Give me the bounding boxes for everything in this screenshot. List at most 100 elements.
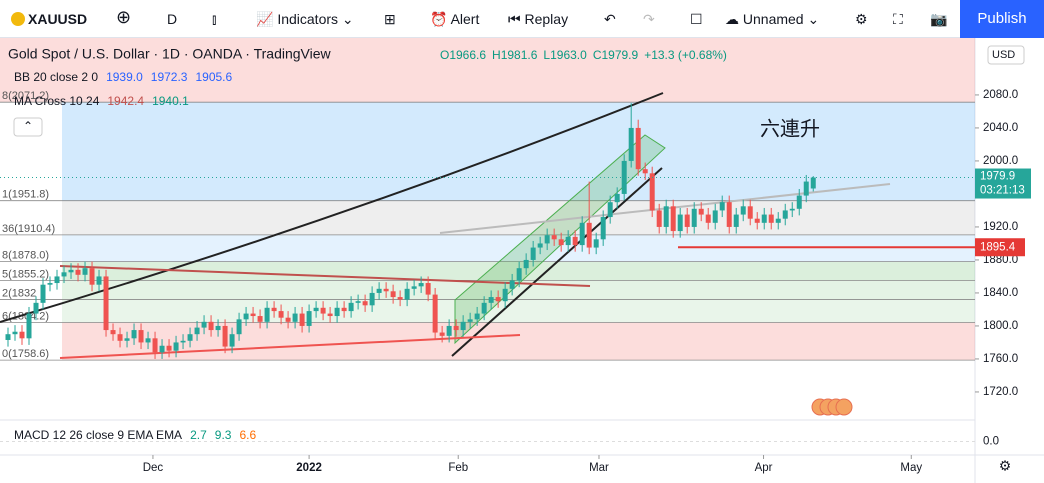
y-tick-label: 1760.0 [983, 353, 1018, 365]
candle-body [593, 239, 599, 248]
candle-body [292, 313, 298, 322]
macd-tick-label: 0.0 [983, 436, 999, 448]
alert-label: Alert [450, 11, 480, 27]
candle-body [530, 247, 536, 260]
candle-body [355, 301, 361, 303]
y-tick-label: 2080.0 [983, 89, 1018, 101]
indicators-label: Indicators [277, 11, 339, 27]
settings[interactable]: ⚙ [855, 11, 868, 27]
candle-body [677, 214, 683, 232]
trendline-red [59, 334, 521, 359]
candle-body [628, 127, 634, 161]
ohlc-value: O1966.6 [440, 48, 486, 62]
candle-body [285, 317, 291, 322]
candle-body [579, 222, 585, 246]
candle-body [411, 286, 417, 289]
candle-body [278, 311, 284, 318]
candle-body [19, 331, 25, 339]
candle-body [775, 218, 781, 223]
candle-body [488, 297, 494, 303]
currency-button[interactable] [987, 45, 1025, 65]
candle-body [691, 208, 697, 227]
alert-button[interactable]: ⏰ Alert [430, 11, 480, 27]
collapse-button[interactable] [13, 117, 43, 137]
candle-body [740, 206, 746, 215]
redo[interactable]: ↷ [643, 11, 655, 27]
level-zone [62, 102, 975, 201]
y-tick-label: 1720.0 [983, 386, 1018, 398]
candle-body [789, 208, 795, 211]
candle-body [733, 214, 739, 227]
candle-body [558, 239, 564, 246]
trendline-curve [0, 92, 664, 323]
templates[interactable]: ⊞ [384, 11, 396, 27]
candle-body [313, 307, 319, 312]
indicator-value: 1972.3 [151, 70, 188, 84]
candle-body [96, 276, 102, 285]
legend: O1966.6 H1981.6 L1963.0 C1979.9 +13.3 (+0.68… [14, 48, 727, 442]
indicator-name: BB 20 close 2 0 [14, 70, 98, 84]
indicator-value: 1942.4 [107, 94, 144, 108]
candle-body [516, 268, 522, 281]
candle-body [502, 288, 508, 302]
time-settings[interactable]: ⚙ [999, 458, 1012, 474]
candle-body [551, 235, 557, 240]
x-tick-label: Apr [755, 462, 773, 474]
candle-body [446, 325, 452, 336]
chart-title: Gold Spot / U.S. Dollar · 1D · OANDA · T… [8, 46, 332, 62]
y-tick-label: 1880.0 [983, 254, 1018, 266]
candle-body [89, 268, 95, 285]
candle-body [719, 202, 725, 211]
candle-body [712, 210, 718, 223]
alert-tag [975, 238, 1025, 257]
candle-body [341, 307, 347, 312]
candle-body [768, 214, 774, 223]
replay-button[interactable]: ⏮ Replay [508, 11, 569, 27]
candle-body [187, 334, 193, 341]
candles-layer [5, 103, 816, 359]
candle-body [61, 272, 67, 277]
candle-body [467, 319, 473, 322]
candle-body [362, 301, 368, 306]
candle-body [145, 338, 151, 343]
indicator-value: 1905.6 [195, 70, 232, 84]
indicators-button[interactable]: 📈 Indicators ⌄ [256, 11, 354, 27]
candle-body [481, 302, 487, 314]
candle-body [810, 177, 816, 189]
candle-body [138, 330, 144, 343]
layout-box[interactable]: ☐ [690, 11, 703, 27]
candle-body [649, 173, 655, 211]
candle-body [166, 345, 172, 351]
candle-body [803, 181, 809, 196]
add-symbol[interactable]: ⊕ [116, 7, 132, 27]
x-tick-label: Feb [448, 462, 468, 474]
interval[interactable]: D [167, 11, 178, 27]
publish-button[interactable]: Publish [960, 0, 1044, 38]
candle-body [796, 195, 802, 209]
chart: 8(2071.2) 1(1951.8) 36(1910.4) 8(1878.0) 5(1… [0, 38, 1044, 483]
ohlc-value: +13.3 (+0.68%) [644, 48, 727, 62]
layout-button[interactable]: ☁ Unnamed ⌄ [725, 11, 820, 27]
x-tick-label: May [900, 462, 922, 474]
x-tick-label: Mar [589, 462, 609, 474]
candle-body [754, 218, 760, 223]
level-label: 5(1855.2) [2, 268, 49, 280]
countdown: 03:21:13 [980, 185, 1025, 197]
undo[interactable]: ↶ [604, 11, 616, 27]
fullscreen[interactable]: ⛶ [893, 11, 903, 27]
chart-type[interactable]: ⫾ [212, 11, 217, 27]
y-tick-label: 1840.0 [983, 287, 1018, 299]
y-tick-label: 1920.0 [983, 221, 1018, 233]
candle-body [201, 321, 207, 328]
screenshot[interactable]: 📷 [930, 11, 948, 27]
last-price-tag [975, 168, 1031, 199]
candle-body [271, 307, 277, 312]
candle-body [544, 235, 550, 244]
currency[interactable]: USD [992, 49, 1015, 61]
symbol[interactable]: XAUUSD [28, 11, 88, 27]
alert-label: 1895.4 [980, 241, 1016, 253]
x-tick-label: 2022 [296, 462, 322, 474]
candle-body [460, 321, 466, 331]
collapse-icon[interactable]: ⌃ [23, 119, 33, 133]
level-label: 8(2071.2) [2, 90, 49, 102]
